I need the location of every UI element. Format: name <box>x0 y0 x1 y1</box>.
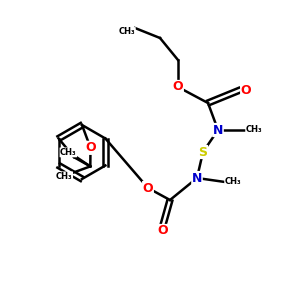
Text: N: N <box>213 124 223 136</box>
Text: O: O <box>241 83 251 97</box>
Text: O: O <box>173 80 183 94</box>
Text: CH₃: CH₃ <box>60 148 76 157</box>
Text: O: O <box>143 182 153 194</box>
Text: CH₃: CH₃ <box>225 178 241 187</box>
Text: CH₃: CH₃ <box>56 172 73 181</box>
Text: N: N <box>192 172 202 184</box>
Text: CH₃: CH₃ <box>119 28 135 37</box>
Text: S: S <box>199 146 208 158</box>
Text: CH₃: CH₃ <box>246 125 262 134</box>
Text: O: O <box>85 141 96 154</box>
Text: O: O <box>158 224 168 238</box>
